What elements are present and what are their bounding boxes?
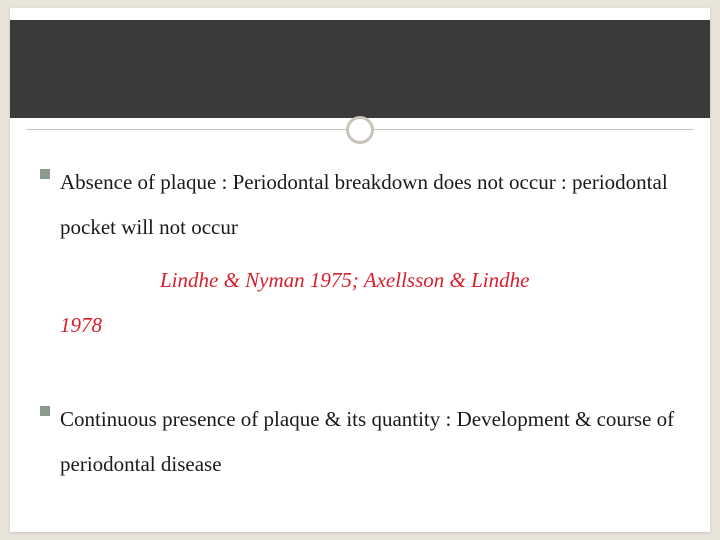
citation-year: 1978 [60, 303, 690, 348]
content-area: Absence of plaque : Periodontal breakdow… [40, 160, 690, 495]
circle-ornament [346, 116, 374, 144]
bullet-text: Absence of plaque : Periodontal breakdow… [60, 160, 690, 250]
bullet-item: Continuous presence of plaque & its quan… [40, 397, 690, 487]
bullet-text: Continuous presence of plaque & its quan… [60, 397, 690, 487]
citation-text: Lindhe & Nyman 1975; Axellsson & Lindhe [160, 258, 690, 303]
bullet-marker-icon [40, 406, 50, 416]
bullet-marker-icon [40, 169, 50, 179]
header-band [10, 20, 710, 118]
slide-container: Absence of plaque : Periodontal breakdow… [10, 8, 710, 532]
bullet-item: Absence of plaque : Periodontal breakdow… [40, 160, 690, 250]
